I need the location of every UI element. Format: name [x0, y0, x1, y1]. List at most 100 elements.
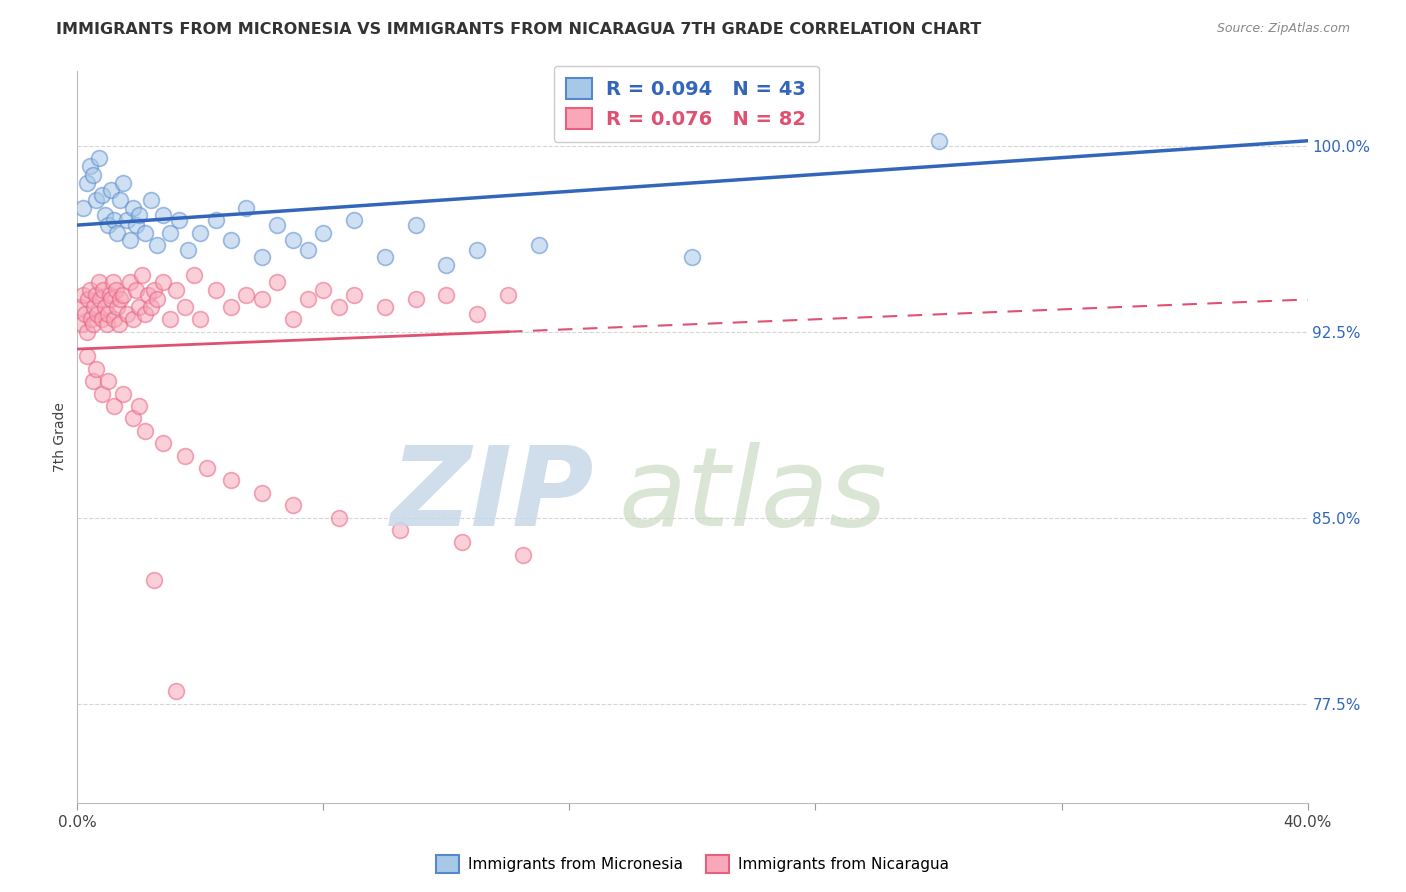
Text: ZIP: ZIP	[391, 442, 595, 549]
Point	[125, 218, 148, 232]
Y-axis label: 7th Grade: 7th Grade	[53, 402, 67, 472]
Point	[76, 350, 98, 364]
Point	[90, 312, 114, 326]
Point	[250, 250, 273, 264]
Point	[121, 201, 143, 215]
Point	[141, 300, 163, 314]
Point	[146, 293, 169, 307]
Point	[297, 293, 319, 307]
Point	[204, 213, 226, 227]
Point	[928, 134, 950, 148]
Point	[110, 194, 132, 208]
Point	[141, 194, 163, 208]
Point	[86, 307, 108, 321]
Point	[97, 307, 120, 321]
Point	[128, 208, 150, 222]
Point	[143, 283, 166, 297]
Point	[112, 287, 135, 301]
Point	[100, 293, 122, 307]
Text: Source: ZipAtlas.com: Source: ZipAtlas.com	[1216, 22, 1350, 36]
Point	[93, 283, 115, 297]
Point	[250, 486, 273, 500]
Point	[235, 287, 257, 301]
Point	[128, 399, 150, 413]
Point	[405, 293, 427, 307]
Point	[436, 258, 458, 272]
Point	[76, 176, 98, 190]
Point	[97, 218, 120, 232]
Point	[76, 325, 98, 339]
Point	[266, 275, 288, 289]
Point	[297, 243, 319, 257]
Point	[235, 201, 257, 215]
Point	[69, 300, 91, 314]
Point	[87, 275, 110, 289]
Point	[183, 268, 205, 282]
Point	[219, 300, 242, 314]
Point	[134, 226, 156, 240]
Point	[84, 194, 107, 208]
Point	[103, 213, 125, 227]
Point	[94, 300, 117, 314]
Point	[84, 362, 107, 376]
Point	[125, 283, 148, 297]
Point	[152, 208, 174, 222]
Point	[152, 275, 174, 289]
Point	[100, 183, 122, 197]
Point	[105, 300, 128, 314]
Point	[281, 233, 304, 247]
Point	[312, 226, 335, 240]
Point	[343, 287, 366, 301]
Point	[281, 312, 304, 326]
Point	[219, 474, 242, 488]
Point	[82, 169, 104, 183]
Point	[96, 318, 118, 332]
Point	[374, 300, 396, 314]
Point	[177, 243, 200, 257]
Point	[121, 312, 143, 326]
Point	[152, 436, 174, 450]
Point	[165, 684, 187, 698]
Point	[73, 307, 96, 321]
Point	[90, 386, 114, 401]
Point	[77, 293, 100, 307]
Point	[343, 213, 366, 227]
Point	[134, 307, 156, 321]
Point	[465, 243, 488, 257]
Point	[328, 510, 350, 524]
Point	[89, 293, 111, 307]
Point	[112, 386, 135, 401]
Point	[281, 498, 304, 512]
Point	[312, 283, 335, 297]
Point	[195, 461, 218, 475]
Point	[374, 250, 396, 264]
Point	[165, 283, 187, 297]
Point	[118, 233, 141, 247]
Point	[266, 218, 288, 232]
Legend: Immigrants from Micronesia, Immigrants from Nicaragua: Immigrants from Micronesia, Immigrants f…	[430, 848, 955, 880]
Point	[104, 283, 127, 297]
Point	[328, 300, 350, 314]
Point	[94, 208, 117, 222]
Point	[159, 312, 181, 326]
Point	[450, 535, 472, 549]
Point	[190, 312, 212, 326]
Point	[80, 312, 103, 326]
Point	[436, 287, 458, 301]
Point	[105, 226, 128, 240]
Point	[146, 238, 169, 252]
Point	[98, 287, 121, 301]
Point	[87, 151, 110, 165]
Point	[82, 318, 104, 332]
Point	[79, 283, 101, 297]
Point	[101, 275, 124, 289]
Point	[70, 318, 93, 332]
Point	[405, 218, 427, 232]
Point	[112, 176, 135, 190]
Point	[72, 287, 94, 301]
Point	[103, 312, 125, 326]
Point	[118, 275, 141, 289]
Point	[97, 374, 120, 388]
Point	[134, 424, 156, 438]
Point	[115, 213, 138, 227]
